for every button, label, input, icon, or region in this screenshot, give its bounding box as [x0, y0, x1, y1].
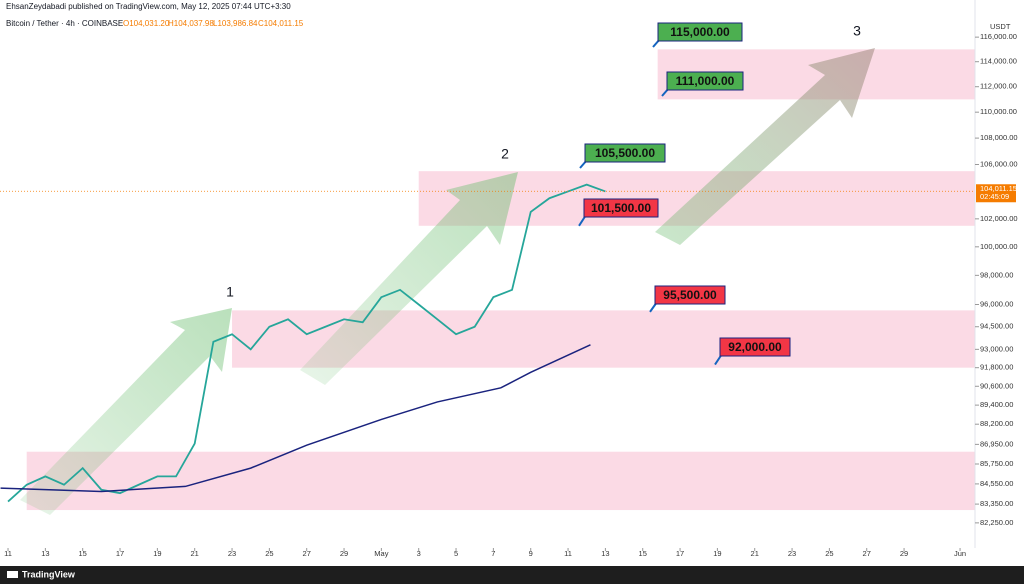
- high: H104,037.98: [168, 19, 214, 28]
- price-box-label: 92,000.00: [728, 340, 782, 354]
- wave-label: 1: [226, 284, 234, 300]
- x-tick-label: 19: [713, 549, 721, 558]
- x-tick-label: 11: [564, 549, 572, 558]
- x-tick-label: 5: [454, 549, 458, 558]
- price-box: [654, 285, 726, 305]
- x-tick-label: 7: [491, 549, 495, 558]
- x-tick-label: 27: [303, 549, 311, 558]
- x-tick-label: 3: [417, 549, 421, 558]
- price-box-label: 95,500.00: [663, 288, 717, 302]
- wave-label: 3: [853, 23, 861, 39]
- y-tick-label: 108,000.00: [980, 133, 1018, 142]
- series-line: [0, 344, 591, 493]
- footer-bar: [0, 566, 1024, 584]
- x-tick-label: Jun: [954, 549, 966, 558]
- y-tick-label: 82,250.00: [980, 518, 1013, 527]
- zone: [26, 451, 975, 511]
- y-tick-label: 85,750.00: [980, 459, 1013, 468]
- x-tick-label: 13: [41, 549, 49, 558]
- x-tick-label: 11: [4, 549, 12, 558]
- price-box: [657, 22, 743, 42]
- low: L103,986.84: [213, 19, 258, 28]
- y-tick-label: 116,000.00: [980, 32, 1017, 41]
- zones: [26, 49, 975, 511]
- symbol: Bitcoin / Tether · 4h · COINBASE: [6, 19, 123, 28]
- x-tick-label: 17: [676, 549, 684, 558]
- y-tick-label: 100,000.00: [980, 242, 1018, 251]
- x-tick-label: 21: [191, 549, 199, 558]
- currency: USDT: [990, 22, 1011, 31]
- price-box-label: 101,500.00: [591, 201, 651, 215]
- x-tick-label: 19: [153, 549, 161, 558]
- last-price-tag: [976, 184, 1016, 203]
- price-box: [719, 337, 791, 357]
- wave-label: 2: [501, 146, 509, 162]
- x-tick-label: 15: [79, 549, 87, 558]
- y-tick-label: 94,500.00: [980, 322, 1013, 331]
- arrows: [20, 48, 875, 515]
- arrow: [300, 172, 518, 385]
- y-tick-label: 83,350.00: [980, 499, 1013, 508]
- x-tick-label: 25: [825, 549, 833, 558]
- y-tick-label: 86,950.00: [980, 439, 1013, 448]
- price-box-label: 105,500.00: [595, 146, 655, 160]
- y-tick-label: 89,400.00: [980, 400, 1013, 409]
- x-tick-label: 23: [228, 549, 236, 558]
- y-tick-label: 102,000.00: [980, 214, 1018, 223]
- close: C104,011.15: [258, 19, 304, 28]
- y-tick-label: 84,550.00: [980, 479, 1013, 488]
- y-tick-label: 88,200.00: [980, 419, 1013, 428]
- last-price-label: 104,011.15: [980, 184, 1017, 193]
- x-tick-label: 17: [116, 549, 124, 558]
- price-box-label: 111,000.00: [676, 74, 735, 88]
- arrow: [655, 48, 875, 245]
- logo: [7, 571, 18, 578]
- y-tick-label: 106,000.00: [980, 159, 1018, 168]
- price-box-label: 115,000.00: [670, 25, 730, 39]
- y-tick-label: 90,600.00: [980, 381, 1013, 390]
- y-tick-label: 112,000.00: [980, 82, 1017, 91]
- arrow: [20, 308, 232, 515]
- x-tick-label: 23: [788, 549, 796, 558]
- y-tick-label: 93,000.00: [980, 344, 1013, 353]
- price-box: [666, 71, 744, 91]
- y-tick-label: 114,000.00: [980, 57, 1017, 66]
- x-tick-label: 29: [340, 549, 348, 558]
- brand: TradingView: [22, 569, 76, 579]
- y-tick-label: 91,800.00: [980, 363, 1013, 372]
- x-tick-label: 27: [863, 549, 871, 558]
- y-tick-label: 110,000.00: [980, 107, 1017, 116]
- price-axis: [975, 0, 1024, 566]
- x-tick-label: 13: [601, 549, 609, 558]
- plot: 115,000.00 111,000.00 105,500.00 101,500.00…: [0, 22, 975, 503]
- x-tick-label: May: [374, 549, 388, 558]
- x-tick-label: 15: [639, 549, 647, 558]
- x-tick-label: 25: [265, 549, 273, 558]
- y-tick-label: 98,000.00: [980, 270, 1013, 279]
- x-tick-label: 9: [529, 549, 533, 558]
- y-tick-label: 96,000.00: [980, 299, 1013, 308]
- publisher: EhsanZeydabadi published on TradingView.…: [6, 2, 291, 11]
- last-price-timer: 02:45:09: [980, 192, 1009, 201]
- x-tick-label: 29: [900, 549, 908, 558]
- price-box: [583, 198, 659, 218]
- open: O104,031.20: [123, 19, 170, 28]
- x-tick-label: 21: [751, 549, 759, 558]
- price-box: [584, 143, 666, 163]
